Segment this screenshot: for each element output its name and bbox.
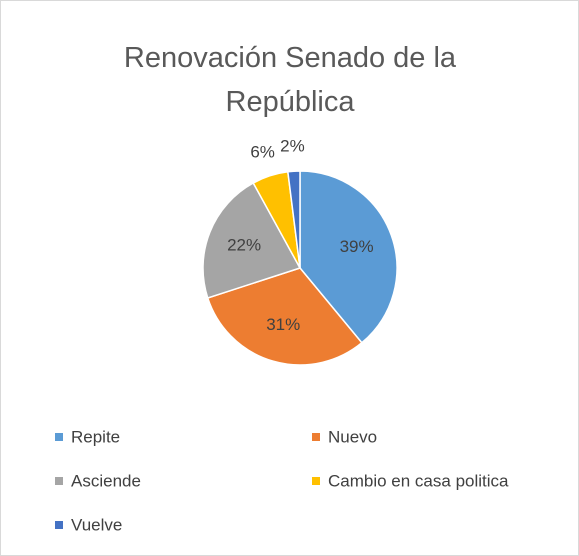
legend-swatch (55, 477, 63, 485)
pie-slice (202, 181, 302, 299)
chart-title: Renovación Senado de la República (123, 42, 457, 118)
legend-swatch (55, 521, 63, 529)
legend-swatch (312, 433, 320, 441)
pie-slice (206, 267, 363, 366)
pie-slice (299, 170, 398, 344)
legend-label: Asciende (71, 471, 141, 490)
legend-label: Vuelve (71, 515, 122, 534)
legend-swatch (55, 433, 63, 441)
data-label: 22% (227, 235, 261, 254)
data-label: 39% (340, 237, 374, 256)
legend-label: Repite (71, 427, 120, 446)
data-label: 31% (266, 315, 300, 334)
data-label: 2% (280, 137, 305, 156)
legend-label: Nuevo (328, 427, 377, 446)
legend-swatch (312, 477, 320, 485)
pie-slice (287, 170, 301, 269)
data-label: 6% (250, 142, 275, 161)
legend-label: Cambio en casa politica (328, 471, 509, 490)
